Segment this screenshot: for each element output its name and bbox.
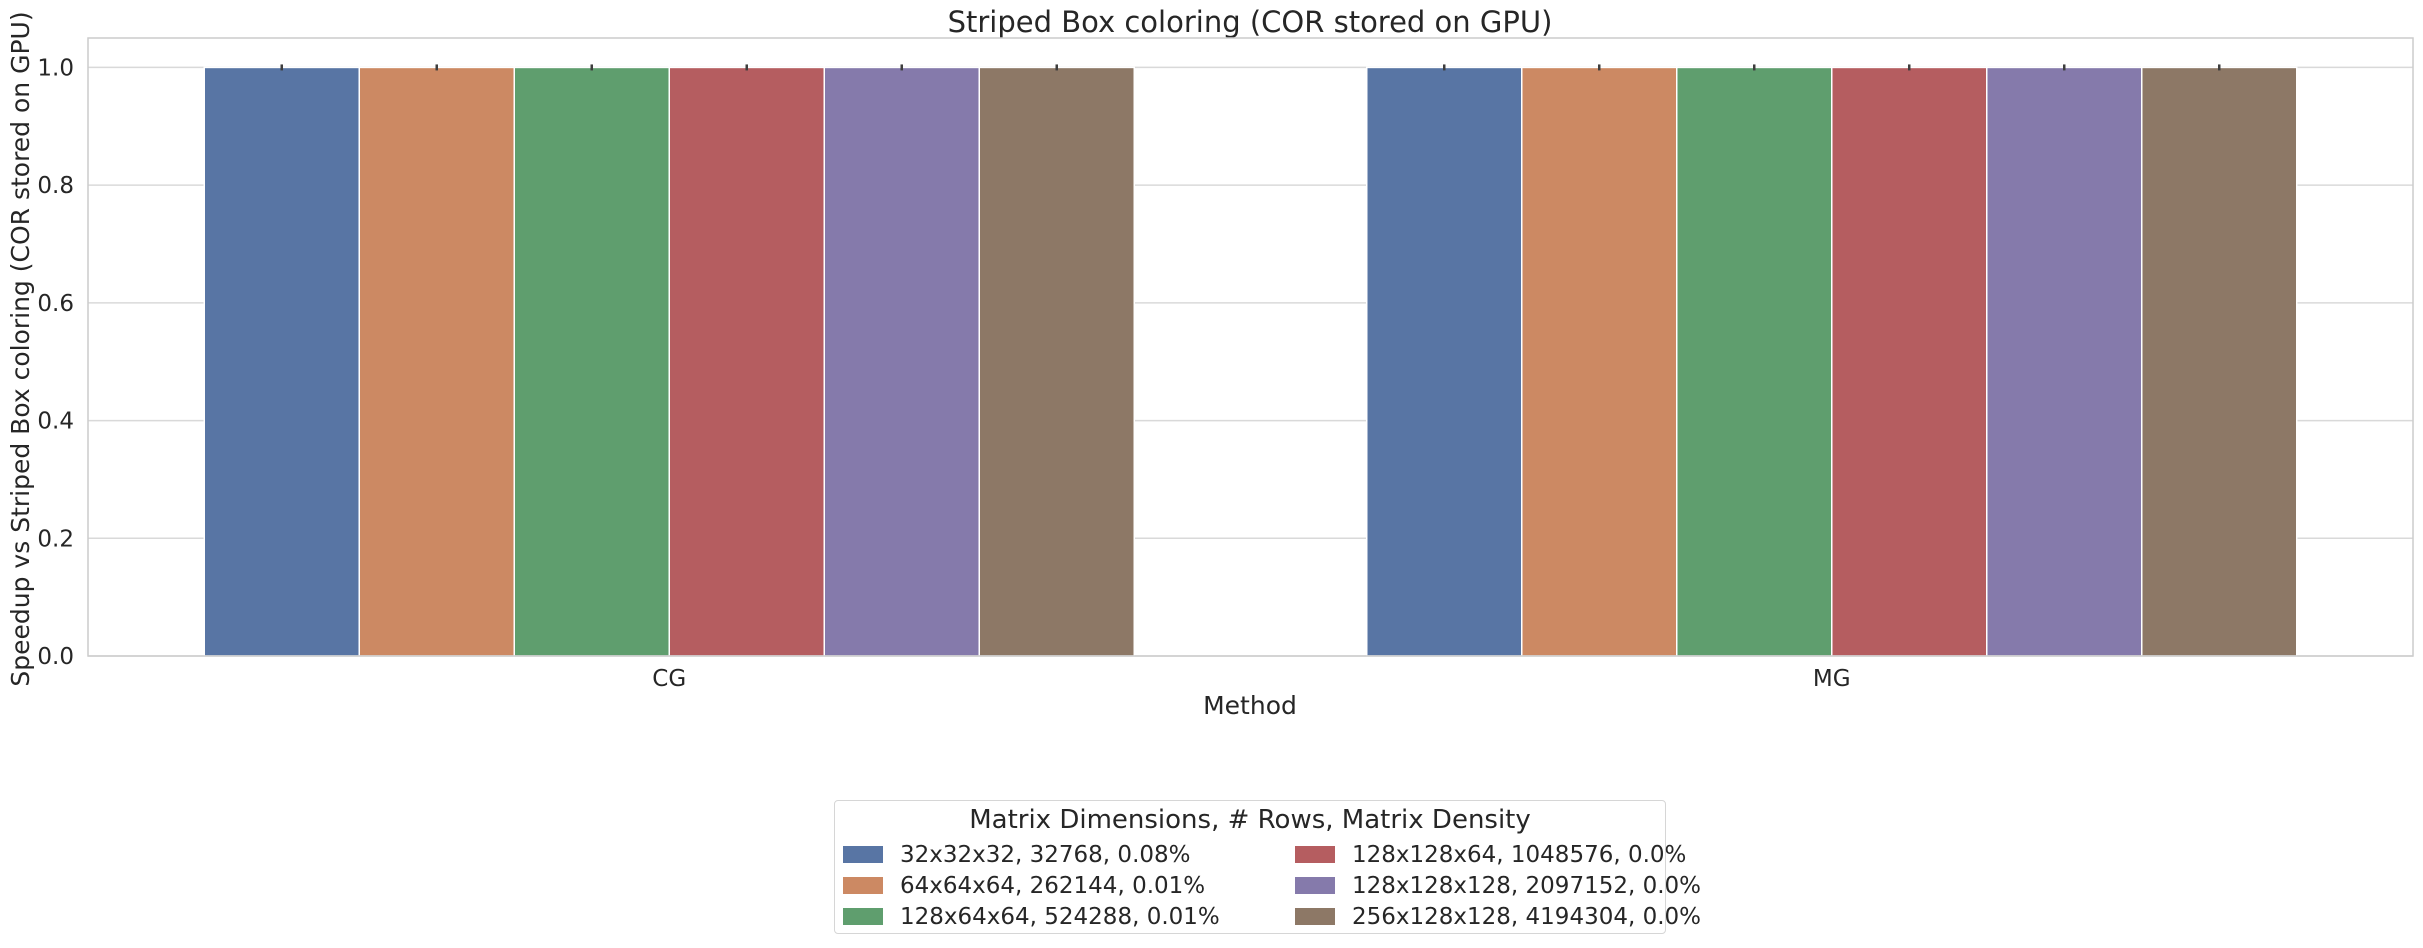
plot-frame [87, 37, 2414, 657]
bar-cg-series-6 [978, 66, 1135, 657]
bar-mg-series-4 [1831, 66, 1988, 657]
legend-items: 32x32x32, 32768, 0.08% 64x64x64, 262144, … [843, 839, 1701, 932]
x-tick-labels: CG MG [652, 666, 1850, 692]
x-axis-label: Method [1203, 691, 1297, 720]
x-tick-label-mg: MG [1813, 666, 1851, 692]
bar-cg-series-5 [823, 66, 980, 657]
legend-item: 64x64x64, 262144, 0.01% [843, 870, 1295, 901]
bars [203, 66, 2298, 657]
y-tick-label: 0.2 [37, 526, 74, 552]
y-tick-label: 0.0 [37, 644, 74, 670]
legend-label: 128x128x64, 1048576, 0.0% [1352, 841, 1687, 868]
legend-swatch [843, 877, 883, 894]
bar-cg-series-4 [668, 66, 825, 657]
legend-item: 32x32x32, 32768, 0.08% [843, 839, 1295, 870]
legend-swatch [1295, 908, 1335, 925]
legend-item: 128x128x64, 1048576, 0.0% [1295, 839, 1686, 870]
y-tick-label: 0.4 [37, 409, 74, 435]
y-tick-labels: 0.0 0.2 0.4 0.6 0.8 1.0 [37, 55, 74, 670]
legend-swatch [843, 908, 883, 925]
legend-label: 64x64x64, 262144, 0.01% [900, 872, 1206, 899]
bar-mg-series-1 [1366, 66, 1523, 657]
legend-title: Matrix Dimensions, # Rows, Matrix Densit… [969, 805, 1531, 835]
legend-label: 32x32x32, 32768, 0.08% [900, 841, 1191, 868]
y-axis-label: Speedup vs Striped Box coloring (COR sto… [6, 11, 35, 686]
y-tick-label: 1.0 [37, 55, 74, 81]
bar-cg-series-1 [203, 66, 360, 657]
y-tick-label: 0.6 [37, 291, 74, 317]
bar-mg-series-6 [2141, 66, 2298, 657]
legend-swatch [1295, 877, 1335, 894]
legend-item: 128x128x128, 2097152, 0.0% [1295, 870, 1701, 901]
legend-item: 128x64x64, 524288, 0.01% [843, 901, 1295, 932]
bar-mg-series-3 [1676, 66, 1833, 657]
y-tick-label: 0.8 [37, 173, 74, 199]
error-bars [280, 64, 2221, 71]
legend-label: 128x128x128, 2097152, 0.0% [1352, 872, 1702, 899]
bar-mg-series-5 [1986, 66, 2143, 657]
bar-cg-series-3 [513, 66, 670, 657]
legend-item: 256x128x128, 4194304, 0.0% [1295, 901, 1701, 932]
x-tick-label-cg: CG [652, 666, 686, 692]
legend-label: 256x128x128, 4194304, 0.0% [1352, 903, 1702, 930]
legend-label: 128x64x64, 524288, 0.01% [900, 903, 1220, 930]
legend-swatch [843, 846, 883, 863]
legend-swatch [1295, 846, 1335, 863]
bar-cg-series-2 [358, 66, 515, 657]
chart-title: Striped Box coloring (COR stored on GPU) [948, 5, 1553, 39]
legend: Matrix Dimensions, # Rows, Matrix Densit… [834, 800, 1701, 934]
bar-mg-series-2 [1521, 66, 1678, 657]
